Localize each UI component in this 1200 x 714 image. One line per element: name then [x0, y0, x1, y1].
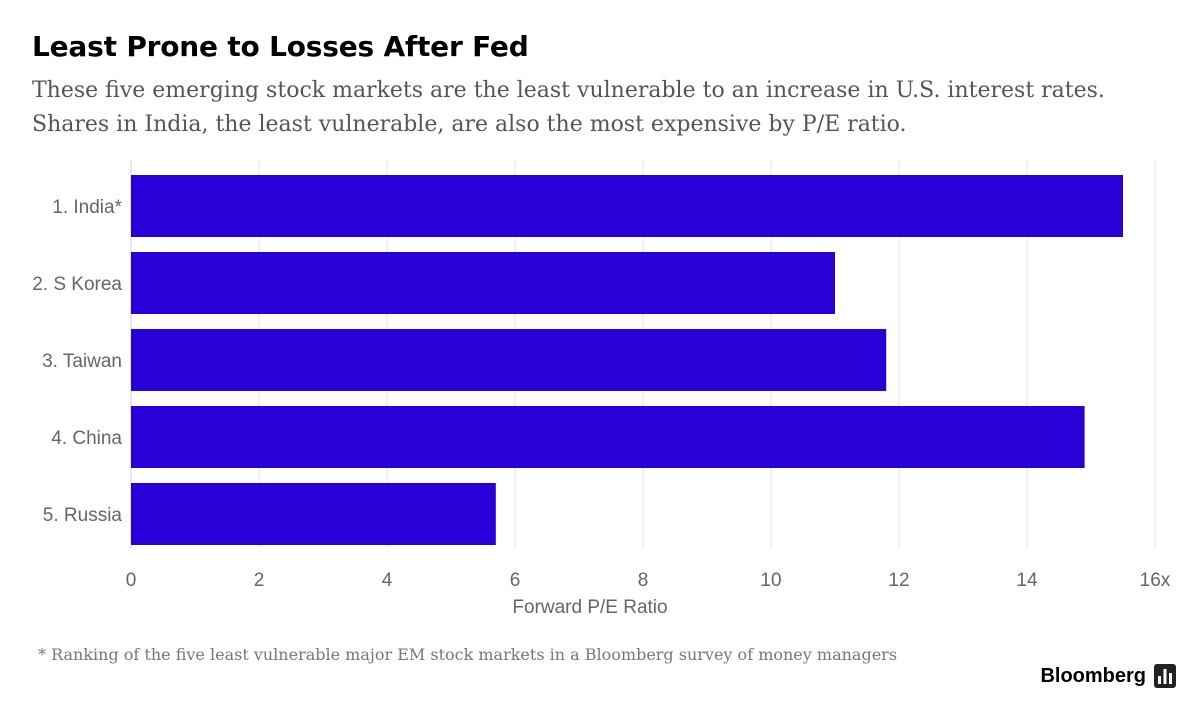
bar	[131, 175, 1123, 237]
category-labels: 1. India* 2. S Korea 3. Taiwan 4. China 5. R…	[32, 197, 122, 526]
x-tick-label: 12	[888, 570, 909, 591]
bar	[131, 252, 835, 314]
category-label: 2. S Korea	[32, 274, 122, 295]
bloomberg-chart-icon	[1154, 664, 1176, 688]
x-tick-label: 10	[760, 570, 781, 591]
bars	[131, 175, 1123, 545]
x-tick-label: 2	[254, 570, 265, 591]
x-tick-label: 16x	[1140, 570, 1171, 591]
x-tick-label: 8	[638, 570, 649, 591]
chart-subtitle: These five emerging stock markets are th…	[32, 78, 1105, 137]
x-tick-label: 0	[126, 570, 137, 591]
x-axis-title: Forward P/E Ratio	[512, 597, 667, 618]
x-tick-label: 14	[1016, 570, 1038, 591]
bar-chart: 1. India* 2. S Korea 3. Taiwan 4. China 5. R…	[32, 160, 1171, 618]
category-label: 3. Taiwan	[42, 351, 122, 372]
category-label: 4. China	[51, 428, 122, 449]
bar	[131, 329, 887, 391]
brand: Bloomberg	[1040, 662, 1176, 690]
brand-name: Bloomberg	[1040, 664, 1146, 687]
x-tick-labels: 0 2 4 6 8 10 12 14 16x	[126, 570, 1171, 591]
footnote: * Ranking of the five least vulnerable m…	[38, 645, 898, 664]
chart-title: Least Prone to Losses After Fed	[32, 30, 529, 63]
x-tick-label: 4	[382, 570, 393, 591]
category-label: 1. India*	[52, 197, 122, 218]
x-tick-label: 6	[510, 570, 521, 591]
bar	[131, 483, 496, 545]
bar	[131, 406, 1085, 468]
category-label: 5. Russia	[43, 505, 123, 526]
